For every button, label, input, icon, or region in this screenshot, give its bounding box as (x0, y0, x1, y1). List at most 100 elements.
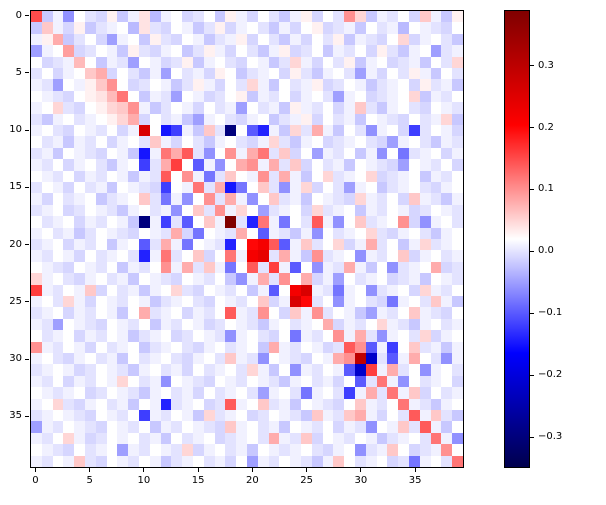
heatmap-cell (257, 432, 269, 445)
heatmap-cell (106, 238, 118, 251)
heatmap-cell (311, 204, 323, 217)
heatmap-cell (311, 11, 323, 23)
heatmap-cell (441, 398, 453, 410)
heatmap-cell (31, 307, 42, 319)
heatmap-cell (452, 444, 463, 456)
heatmap-cell (203, 318, 215, 331)
heatmap-cell (355, 318, 366, 331)
heatmap-cell (31, 250, 42, 262)
heatmap-cell (85, 204, 96, 217)
heatmap-cell (63, 67, 75, 80)
heatmap-cell (333, 318, 345, 331)
heatmap-cell (41, 102, 53, 114)
heatmap-cell (257, 375, 269, 388)
heatmap-cell (52, 409, 64, 422)
heatmap-cell (128, 79, 139, 91)
heatmap-cell (171, 90, 183, 103)
heatmap-cell (193, 90, 204, 103)
heatmap-cell (365, 79, 377, 91)
heatmap-cell (322, 136, 334, 148)
heatmap-cell (225, 238, 237, 251)
heatmap-cell (139, 238, 150, 251)
heatmap-cell (290, 238, 301, 251)
heatmap-cell (376, 22, 388, 34)
heatmap-cell (160, 307, 172, 319)
heatmap-cell (117, 318, 129, 331)
heatmap-cell (85, 307, 96, 319)
heatmap-cell (236, 102, 247, 114)
heatmap-cell (257, 284, 269, 296)
heatmap-cell (268, 432, 280, 445)
heatmap-cell (52, 113, 64, 125)
y-tick-label: 35 (9, 410, 22, 422)
x-tick-label: 0 (32, 475, 39, 486)
heatmap-cell (193, 193, 204, 205)
heatmap-cell (452, 56, 463, 68)
heatmap-cell (52, 238, 64, 251)
heatmap-cell (117, 250, 129, 262)
heatmap-cell (203, 238, 215, 251)
heatmap-cell (301, 216, 312, 228)
heatmap-cell (387, 11, 399, 23)
heatmap-cell (236, 79, 247, 91)
heatmap-cell (365, 102, 377, 114)
heatmap-cell (236, 364, 247, 376)
heatmap-cell (301, 387, 312, 399)
heatmap-cell (149, 261, 161, 274)
heatmap-cell (279, 409, 291, 422)
heatmap-cell (344, 124, 355, 137)
heatmap-cell (160, 364, 172, 376)
heatmap-cell (95, 409, 107, 422)
heatmap-cell (387, 261, 399, 274)
heatmap-cell (106, 181, 118, 194)
heatmap-cell (106, 432, 118, 445)
heatmap-cell (41, 204, 53, 217)
heatmap-cell (257, 341, 269, 353)
heatmap-cell (214, 307, 226, 319)
heatmap-cell (41, 409, 53, 422)
heatmap-cell (452, 421, 463, 433)
heatmap-cell (301, 318, 312, 331)
heatmap-cell (236, 170, 247, 182)
heatmap-cell (182, 45, 193, 57)
heatmap-cell (355, 432, 366, 445)
heatmap-cell (279, 318, 291, 331)
heatmap-cell (322, 284, 334, 296)
heatmap-cell (247, 33, 258, 46)
heatmap-cell (203, 398, 215, 410)
heatmap-cell (149, 444, 161, 456)
heatmap-cell (301, 67, 312, 80)
heatmap-cell (311, 295, 323, 308)
heatmap-cell (376, 330, 388, 342)
heatmap-cell (95, 318, 107, 331)
heatmap-cell (311, 307, 323, 319)
heatmap-cell (409, 318, 420, 331)
heatmap-cell (365, 147, 377, 160)
heatmap-cell (247, 124, 258, 137)
heatmap-cell (41, 45, 53, 57)
heatmap-cell (139, 387, 150, 399)
colorbar-tick-mark (530, 436, 534, 438)
heatmap-cell (225, 181, 237, 194)
heatmap-cell (322, 216, 334, 228)
heatmap-cell (63, 387, 75, 399)
heatmap-cell (85, 67, 96, 80)
heatmap-cell (322, 90, 334, 103)
heatmap-cell (268, 307, 280, 319)
heatmap-cell (430, 181, 442, 194)
heatmap-cell (279, 147, 291, 160)
heatmap-cell (106, 341, 118, 353)
heatmap-cell (311, 421, 323, 433)
heatmap-cell (214, 421, 226, 433)
heatmap-cell (387, 216, 399, 228)
heatmap-cell (95, 375, 107, 388)
heatmap-cell (85, 90, 96, 103)
heatmap-cell (52, 364, 64, 376)
heatmap-cell (31, 444, 42, 456)
heatmap-cell (182, 307, 193, 319)
heatmap-cell (85, 330, 96, 342)
heatmap-cell (311, 181, 323, 194)
heatmap-cell (419, 79, 431, 91)
heatmap-cell (236, 375, 247, 388)
heatmap-cell (247, 318, 258, 331)
